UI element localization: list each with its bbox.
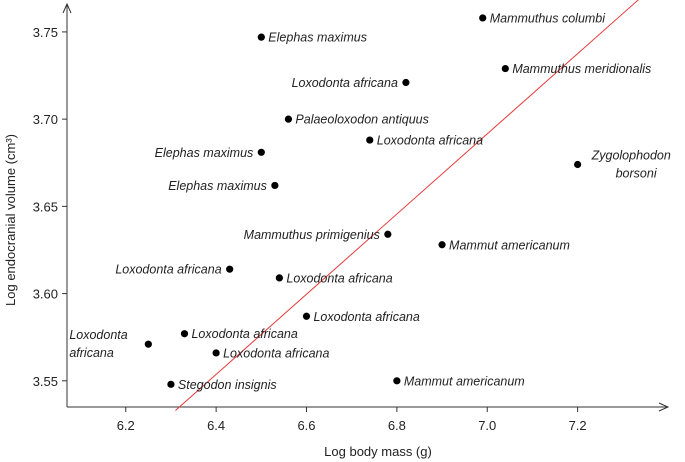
data-point: [302, 312, 311, 320]
y-axis-title: Log endocranial volume (cm³): [3, 134, 18, 306]
x-tick-label: 7.2: [569, 418, 587, 433]
point-label: Loxodonta africana: [191, 327, 297, 341]
data-point: [384, 230, 392, 238]
point-labels: Mammuthus columbi Elephas maximus Loxodont…: [69, 11, 675, 392]
point-label: Loxodonta africana: [286, 271, 392, 285]
data-points: [144, 14, 582, 388]
data-point: [144, 340, 152, 348]
y-tick-label: 3.70: [33, 112, 58, 127]
y-axis-arrow: [62, 2, 72, 14]
regression-line: [175, 0, 639, 411]
data-point: [226, 265, 234, 273]
data-point: [284, 115, 293, 123]
data-point: [393, 377, 401, 385]
y-tick-label: 3.55: [33, 374, 58, 389]
x-axis-title: Log body mass (g): [324, 444, 432, 459]
point-label: Elephas maximus: [168, 179, 267, 193]
y-tick-label: 3.75: [33, 25, 58, 40]
y-tick-label: 3.60: [33, 287, 58, 302]
point-label: Mammut americanum: [449, 238, 570, 252]
data-point: [212, 349, 220, 357]
data-point: [402, 78, 410, 87]
regression-layer: [175, 0, 639, 411]
x-tick-label: 6.8: [388, 418, 406, 433]
y-tick-label: 3.65: [33, 199, 58, 214]
data-point: [366, 136, 374, 144]
x-tick-label: 7.0: [478, 418, 496, 433]
point-label: Palaeoloxodon antiquus: [295, 113, 428, 127]
data-point: [257, 148, 265, 156]
point-label: Loxodonta africana: [377, 134, 483, 148]
data-point: [257, 33, 265, 41]
data-point: [438, 241, 446, 249]
point-label: Elephas maximus: [155, 146, 254, 160]
point-label: Mammut americanum: [404, 374, 525, 388]
data-point: [271, 181, 279, 190]
point-label: Zygolophodon borsoni: [591, 149, 675, 181]
point-label: Loxodonta africana: [223, 346, 329, 360]
data-point: [501, 64, 509, 73]
point-label: Mammuthus primigenius: [244, 228, 380, 242]
x-tick-label: 6.2: [117, 418, 135, 433]
x-tick-label: 6.4: [207, 418, 225, 433]
x-axis-arrow: [658, 402, 670, 412]
data-point: [574, 160, 582, 169]
point-label: Stegodon insignis: [178, 378, 277, 392]
data-point: [479, 14, 487, 22]
point-label: Loxodonta africana: [69, 328, 131, 360]
point-label: Loxodonta africana: [313, 310, 419, 324]
data-point: [167, 380, 175, 388]
point-label: Loxodonta africana: [292, 76, 398, 90]
x-tick-label: 6.6: [297, 418, 315, 433]
point-label: Loxodonta africana: [115, 263, 221, 277]
point-label: Mammuthus meridionalis: [512, 62, 651, 76]
axes: 6.2 6.4 6.6 6.8 7.0 7.2 3.55 3.60 3.65 3.70 3.75: [33, 2, 670, 433]
data-point: [180, 330, 189, 338]
point-label: Elephas maximus: [268, 31, 367, 45]
data-point: [275, 274, 283, 282]
point-label: Mammuthus columbi: [490, 11, 607, 25]
